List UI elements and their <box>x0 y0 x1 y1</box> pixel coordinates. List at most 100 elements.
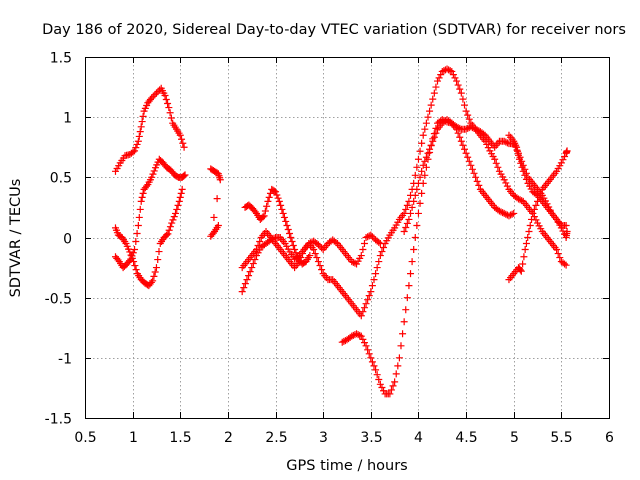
data-point <box>178 185 186 193</box>
data-point <box>148 94 156 102</box>
data-point <box>238 288 246 296</box>
data-point <box>484 144 492 152</box>
chart-title: Day 186 of 2020, Sidereal Day-to-day VTE… <box>42 22 626 38</box>
data-point <box>375 238 383 246</box>
data-point <box>380 387 388 395</box>
data-point <box>397 342 405 350</box>
data-point <box>287 234 295 241</box>
data-point <box>280 213 288 221</box>
data-point <box>259 213 267 221</box>
data-point <box>532 201 540 209</box>
x-tick-label: 5 <box>510 430 519 446</box>
data-point <box>457 89 465 97</box>
data-point <box>136 128 144 136</box>
data-point <box>416 173 424 181</box>
data-point <box>559 156 567 164</box>
data-point <box>451 74 459 82</box>
data-point <box>456 85 464 93</box>
data-point <box>376 380 384 388</box>
data-point <box>176 131 184 139</box>
data-point <box>495 207 503 215</box>
data-point <box>264 197 272 205</box>
data-point <box>502 210 510 218</box>
data-point <box>462 125 470 133</box>
y-tick-label: 0.5 <box>50 171 72 187</box>
data-point <box>275 197 283 205</box>
data-point <box>378 248 386 256</box>
data-point <box>359 246 367 254</box>
data-point <box>277 201 285 209</box>
data-point <box>252 246 260 254</box>
series-arc-a <box>111 84 188 175</box>
data-point <box>139 112 147 120</box>
data-point <box>443 65 451 73</box>
data-point <box>407 270 415 278</box>
x-tick-label: 3 <box>319 430 328 446</box>
series-arc-k <box>505 131 571 241</box>
data-point <box>293 252 301 260</box>
data-point <box>419 161 427 169</box>
data-point <box>405 215 413 223</box>
data-point <box>137 123 145 131</box>
data-point <box>424 113 432 121</box>
data-point <box>462 107 470 115</box>
y-tick-label: -1 <box>58 352 72 368</box>
data-point <box>421 125 429 133</box>
data-point <box>313 254 321 262</box>
data-point <box>372 366 380 374</box>
x-tick-label: 2.5 <box>265 430 287 446</box>
data-point <box>151 91 159 99</box>
data-point <box>465 157 473 165</box>
data-point <box>278 205 286 213</box>
data-point <box>243 276 251 284</box>
data-point <box>295 258 303 266</box>
y-tick-label: 0 <box>63 232 72 248</box>
data-point <box>405 282 413 290</box>
data-point <box>557 159 565 167</box>
data-point <box>165 226 173 234</box>
data-point <box>373 264 381 272</box>
data-point <box>357 332 365 340</box>
data-point <box>418 167 426 175</box>
data-point <box>528 215 536 223</box>
data-point <box>472 173 480 181</box>
data-point <box>270 187 278 195</box>
x-tick-label: 1 <box>129 430 138 446</box>
data-point <box>162 96 170 104</box>
data-point <box>360 339 368 347</box>
data-point <box>449 71 457 79</box>
data-point <box>454 81 462 89</box>
data-point <box>254 242 262 250</box>
series-arc-h <box>338 116 518 398</box>
data-point <box>470 169 478 177</box>
data-point <box>503 182 511 190</box>
data-point <box>165 104 173 112</box>
data-point <box>403 219 411 227</box>
data-point <box>407 209 415 217</box>
data-point <box>164 100 172 108</box>
data-point <box>367 231 375 239</box>
data-point <box>354 331 362 339</box>
series-arc-f <box>241 185 314 268</box>
data-point <box>173 205 181 213</box>
data-point <box>359 308 367 316</box>
data-point <box>288 238 296 246</box>
data-point <box>263 202 271 210</box>
data-point <box>553 246 561 254</box>
data-point <box>453 77 461 85</box>
data-point <box>174 201 182 209</box>
data-point <box>454 124 462 132</box>
data-point <box>286 229 294 237</box>
data-point <box>375 375 383 383</box>
data-point <box>400 209 408 217</box>
data-point <box>413 185 421 193</box>
data-point <box>274 194 282 202</box>
data-point <box>427 141 435 149</box>
data-point <box>152 89 160 97</box>
data-point <box>148 173 156 181</box>
data-point <box>421 157 429 165</box>
data-point <box>360 304 368 312</box>
data-point <box>332 238 340 246</box>
data-point <box>370 362 378 370</box>
data-point <box>114 256 122 264</box>
